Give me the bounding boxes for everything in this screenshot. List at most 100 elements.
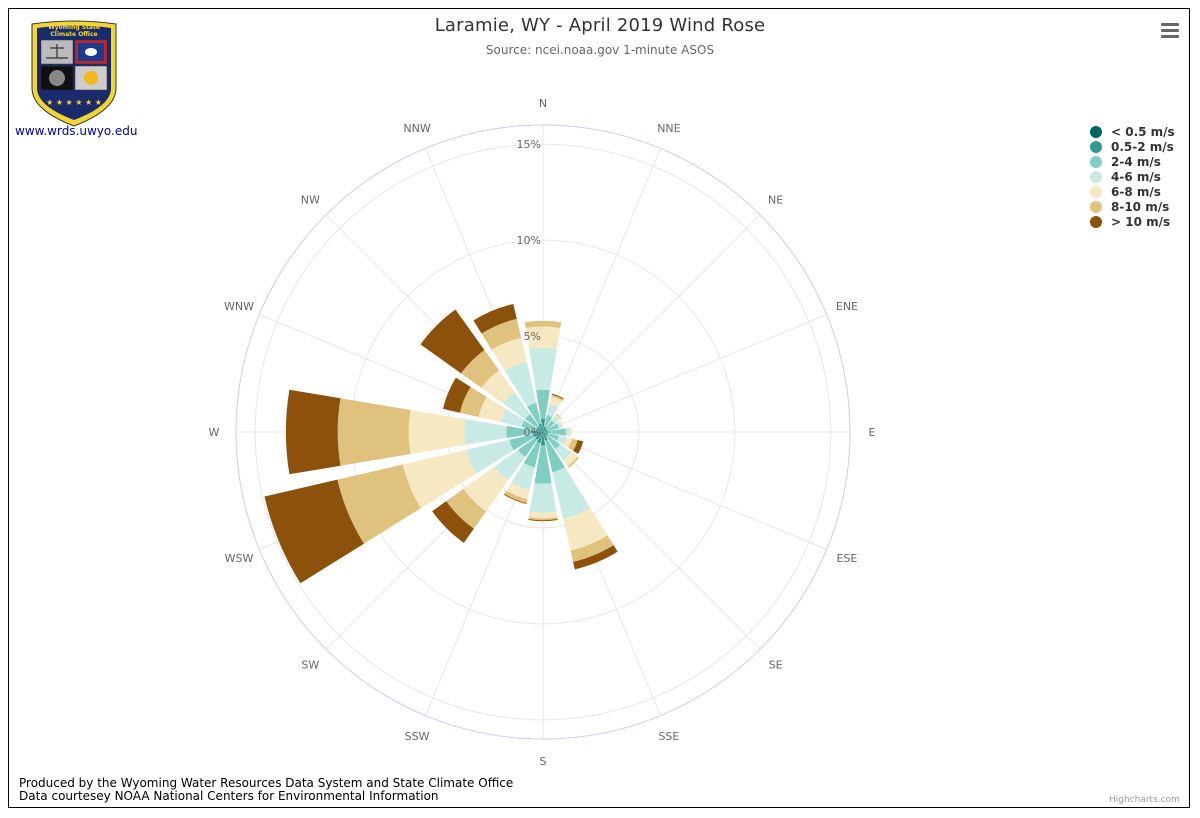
bar-nne-series-0[interactable]: [543, 431, 544, 432]
bar-sse-series-2[interactable]: [544, 439, 565, 473]
bar-ne-series-1[interactable]: [543, 428, 547, 432]
bar-ese-series-3[interactable]: [556, 435, 567, 445]
bar-ese-series-0[interactable]: [543, 432, 544, 433]
bar-nnw-series-3[interactable]: [504, 361, 537, 407]
bar-nnw-series-5[interactable]: [481, 318, 522, 350]
legend-item[interactable]: 6-8 m/s: [1088, 184, 1175, 199]
bar-nnw-series-6[interactable]: [473, 303, 517, 334]
bar-se-series-2[interactable]: [546, 435, 561, 450]
bar-wsw-series-1[interactable]: [533, 432, 542, 438]
bar-ne-series-3[interactable]: [551, 415, 560, 424]
legend-item[interactable]: 0.5-2 m/s: [1088, 139, 1175, 154]
bar-ssw-series-4[interactable]: [506, 482, 530, 500]
bar-nw-series-4[interactable]: [481, 370, 515, 404]
bar-n-series-2[interactable]: [536, 389, 550, 419]
bar-se-series-3[interactable]: [555, 444, 572, 461]
bar-nne-series-5[interactable]: [551, 394, 564, 402]
bar-s-series-4[interactable]: [528, 511, 558, 519]
bar-wsw-series-0[interactable]: [541, 432, 543, 434]
legend-item[interactable]: 8-10 m/s: [1088, 199, 1175, 214]
bar-nnw-series-4[interactable]: [491, 337, 527, 371]
bar-nne-series-6[interactable]: [551, 393, 564, 400]
bar-wsw-series-4[interactable]: [402, 449, 477, 509]
bar-s-series-0[interactable]: [542, 432, 544, 434]
bar-wnw-series-2[interactable]: [521, 420, 538, 431]
bar-ne-series-0[interactable]: [543, 431, 544, 432]
bar-wsw-series-3[interactable]: [466, 439, 514, 474]
bar-nw-series-5[interactable]: [461, 350, 499, 388]
bar-e-series-1[interactable]: [543, 431, 549, 433]
bar-nnw-series-0[interactable]: [542, 431, 543, 432]
bar-nw-series-2[interactable]: [525, 414, 540, 429]
bar-nne-series-1[interactable]: [543, 426, 547, 432]
bar-s-series-2[interactable]: [534, 445, 552, 484]
bar-e-series-3[interactable]: [565, 427, 570, 437]
bar-ese-series-2[interactable]: [547, 433, 559, 441]
bar-n-series-4[interactable]: [525, 326, 561, 349]
bar-wnw-series-3[interactable]: [500, 409, 525, 428]
bar-nw-series-0[interactable]: [542, 431, 543, 432]
bar-se-series-5[interactable]: [567, 456, 579, 468]
bar-nnw-series-2[interactable]: [527, 403, 542, 425]
bar-w-series-6[interactable]: [285, 389, 341, 475]
bar-n-series-1[interactable]: [540, 418, 546, 431]
bar-ne-series-4[interactable]: [554, 414, 561, 421]
bar-nw-series-3[interactable]: [503, 392, 531, 420]
legend-item[interactable]: 2-4 m/s: [1088, 154, 1175, 169]
bar-wsw-series-6[interactable]: [264, 479, 364, 584]
bar-wnw-series-0[interactable]: [542, 431, 543, 432]
bar-ese-series-5[interactable]: [568, 438, 578, 451]
bar-nnw-series-1[interactable]: [538, 423, 543, 432]
bar-w-series-3[interactable]: [464, 419, 508, 445]
bar-ssw-series-2[interactable]: [523, 441, 541, 468]
legend-item[interactable]: 4-6 m/s: [1088, 169, 1175, 184]
bar-s-series-5[interactable]: [528, 517, 558, 521]
bar-e-series-2[interactable]: [548, 428, 567, 436]
bar-w-series-2[interactable]: [506, 426, 532, 438]
bar-n-series-3[interactable]: [529, 347, 557, 391]
bar-e-series-4[interactable]: [569, 427, 572, 437]
bar-nne-series-4[interactable]: [549, 396, 563, 408]
bar-w-series-4[interactable]: [408, 409, 466, 455]
legend-item[interactable]: > 10 m/s: [1088, 214, 1175, 229]
bar-nne-series-3[interactable]: [546, 403, 559, 418]
bar-sw-series-4[interactable]: [463, 466, 509, 512]
bar-w-series-0[interactable]: [541, 431, 543, 433]
bar-wnw-series-5[interactable]: [459, 386, 487, 418]
bar-wnw-series-4[interactable]: [478, 396, 507, 423]
bar-se-series-4[interactable]: [563, 452, 578, 467]
bar-sse-series-6[interactable]: [573, 545, 618, 570]
bar-nw-series-1[interactable]: [537, 426, 543, 432]
bar-nw-series-6[interactable]: [420, 309, 485, 374]
bar-ssw-series-6[interactable]: [503, 493, 527, 504]
bar-sse-series-1[interactable]: [543, 432, 548, 441]
bar-wsw-series-5[interactable]: [337, 464, 421, 544]
logo-url-link[interactable]: www.wrds.uwyo.edu: [15, 124, 138, 138]
bar-sw-series-0[interactable]: [541, 432, 543, 434]
legend-item[interactable]: < 0.5 m/s: [1088, 124, 1175, 139]
bar-se-series-0[interactable]: [543, 432, 544, 433]
bar-ene-series-3[interactable]: [556, 421, 563, 429]
wind-bars[interactable]: [264, 303, 618, 584]
bar-ene-series-1[interactable]: [543, 429, 548, 432]
bar-sse-series-5[interactable]: [570, 535, 614, 562]
bar-wnw-series-6[interactable]: [443, 377, 471, 413]
bar-n-series-5[interactable]: [524, 320, 562, 328]
bar-se-series-1[interactable]: [543, 432, 548, 437]
bar-w-series-5[interactable]: [337, 398, 411, 466]
bar-ne-series-5[interactable]: [555, 413, 562, 420]
bar-ne-series-2[interactable]: [545, 420, 555, 430]
bar-nne-series-2[interactable]: [544, 415, 553, 428]
bar-ene-series-0[interactable]: [543, 431, 544, 432]
hamburger-menu-icon[interactable]: [1158, 20, 1182, 40]
bar-wsw-series-2[interactable]: [509, 434, 535, 451]
bar-sw-series-5[interactable]: [446, 488, 487, 529]
bar-sw-series-3[interactable]: [494, 449, 526, 481]
bar-s-series-6[interactable]: [528, 519, 558, 522]
bar-ese-series-4[interactable]: [563, 437, 572, 448]
bar-ssw-series-1[interactable]: [536, 433, 543, 444]
bar-sw-series-1[interactable]: [535, 433, 542, 440]
bar-sw-series-6[interactable]: [432, 501, 474, 543]
bar-ene-series-4[interactable]: [560, 420, 564, 428]
bar-s-series-1[interactable]: [540, 433, 546, 446]
